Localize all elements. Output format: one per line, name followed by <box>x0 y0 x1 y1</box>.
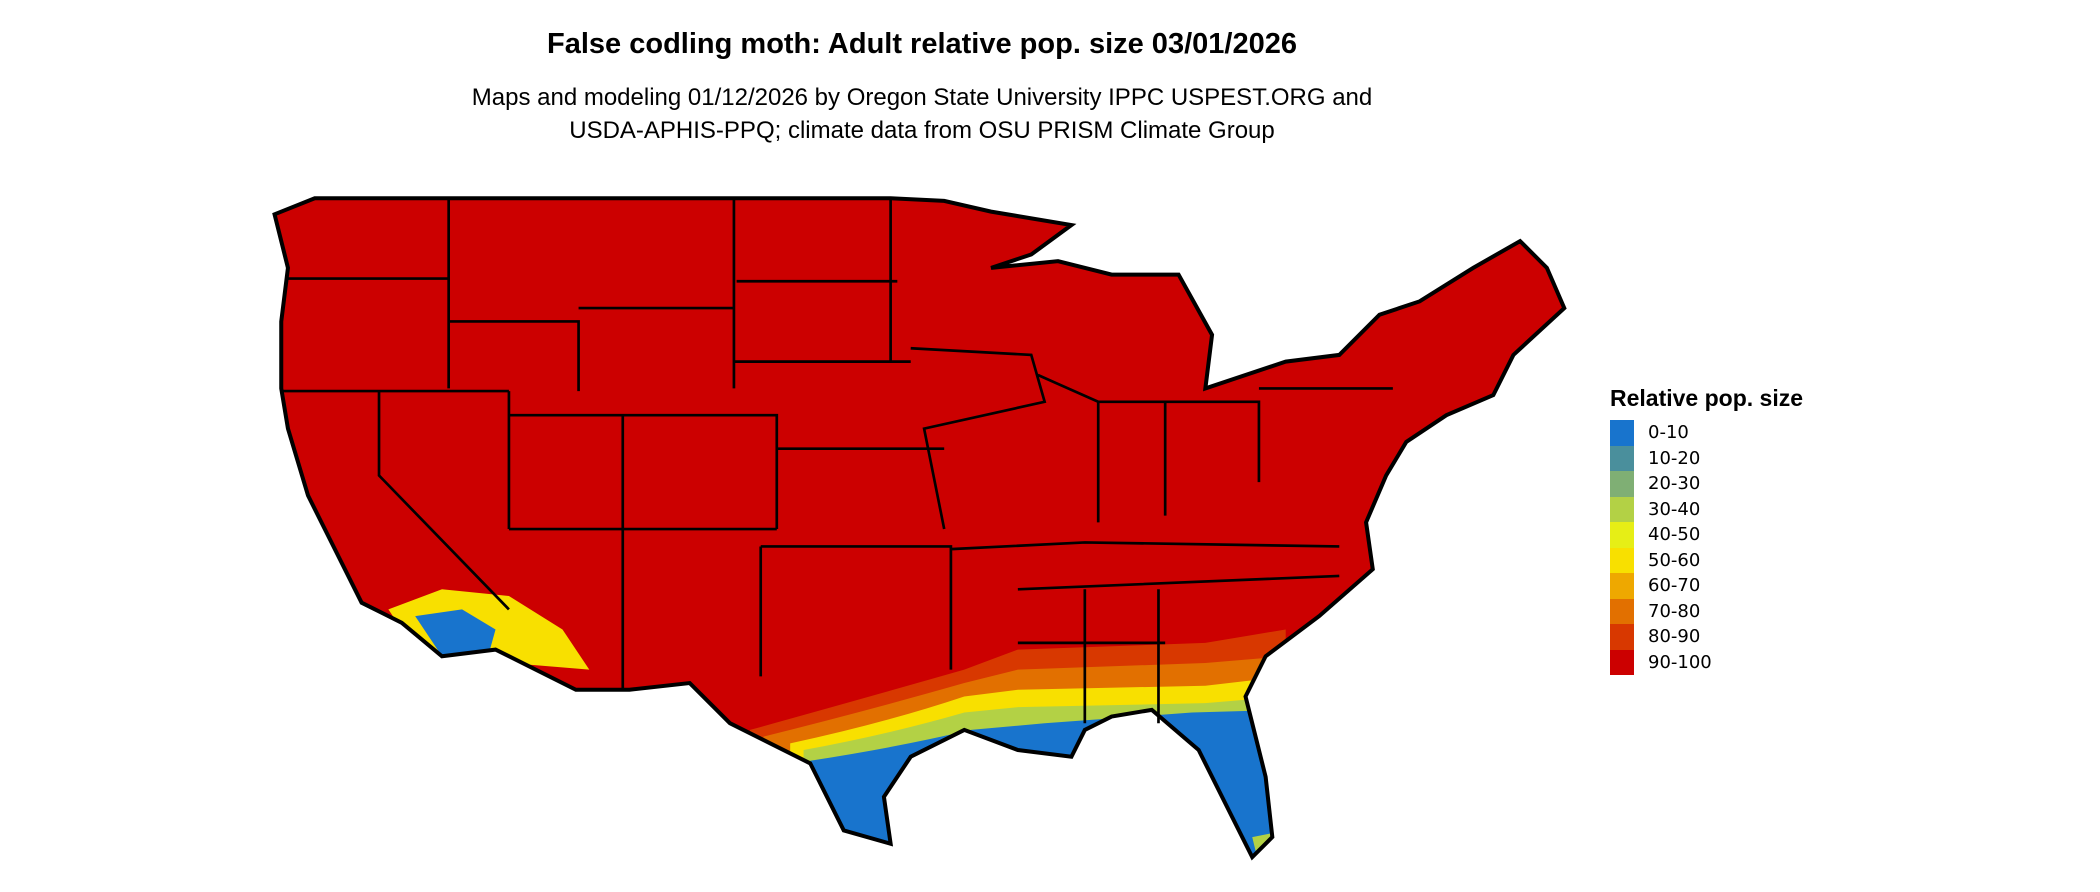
legend-item: 30-40 <box>1610 496 1803 522</box>
legend-label: 90-100 <box>1648 651 1712 673</box>
legend: Relative pop. size 0-10 10-20 20-30 30-40 40… <box>1610 385 1803 675</box>
legend-swatch <box>1610 624 1634 650</box>
legend-item: 0-10 <box>1610 420 1803 446</box>
legend-item: 80-90 <box>1610 624 1803 650</box>
legend-swatch <box>1610 547 1634 573</box>
legend-swatch <box>1610 573 1634 599</box>
legend-item: 20-30 <box>1610 471 1803 497</box>
legend-label: 20-30 <box>1648 473 1701 495</box>
legend-label: 50-60 <box>1648 549 1701 571</box>
legend-item: 10-20 <box>1610 445 1803 471</box>
map-subtitle-line-1: Maps and modeling 01/12/2026 by Oregon S… <box>471 84 1373 111</box>
map-title: False codling moth: Adult relative pop. … <box>547 28 1297 60</box>
legend-label: 30-40 <box>1648 498 1701 520</box>
legend-label: 80-90 <box>1648 626 1701 648</box>
legend-swatch <box>1610 420 1634 446</box>
legend-item: 90-100 <box>1610 649 1803 675</box>
legend-swatch <box>1610 471 1634 497</box>
legend-swatch <box>1610 445 1634 471</box>
legend-swatch <box>1610 522 1634 548</box>
zone-sw-blue <box>415 609 496 657</box>
state-borders <box>281 198 1393 724</box>
legend-item: 60-70 <box>1610 573 1803 599</box>
legend-label: 0-10 <box>1648 422 1689 444</box>
legend-label: 10-20 <box>1648 447 1701 469</box>
map-subtitle-line-2: USDA-APHIS-PPQ; climate data from OSU PR… <box>569 117 1275 144</box>
legend-label: 40-50 <box>1648 524 1701 546</box>
legend-item: 40-50 <box>1610 522 1803 548</box>
legend-item: 70-80 <box>1610 598 1803 624</box>
legend-title: Relative pop. size <box>1610 385 1804 411</box>
legend-item: 50-60 <box>1610 547 1803 573</box>
legend-swatch <box>1610 649 1634 675</box>
legend-label: 70-80 <box>1648 600 1701 622</box>
legend-swatch <box>1610 496 1634 522</box>
legend-label: 60-70 <box>1648 575 1701 597</box>
legend-swatch <box>1610 598 1634 624</box>
